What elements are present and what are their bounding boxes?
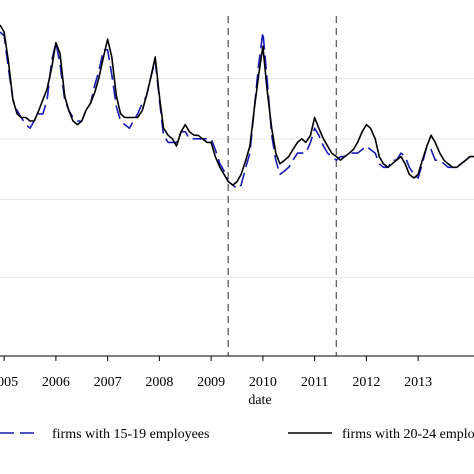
series-line-2 [0,24,474,186]
x-axis-title: date [248,393,271,408]
grid-lines [0,77,474,279]
series-lines [0,24,474,190]
event-lines [227,16,338,356]
legend-label-series-2: firms with 20-24 employees [342,427,474,442]
series-line-1 [0,31,474,190]
x-tick-label: 2009 [197,375,225,390]
x-tick-label: 2006 [42,375,70,390]
x-tick-label: 2013 [404,375,432,390]
x-axis-ticks: 2005 2006 2007 2008 2009 2010 2011 2012 2013 [0,356,432,390]
x-tick-label: 2005 [0,375,18,390]
x-tick-label: 2008 [145,375,173,390]
legend: firms with 15-19 employees firms with 20… [0,427,474,442]
x-tick-label: 2010 [249,375,277,390]
legend-label-series-1: firms with 15-19 employees [52,427,209,442]
x-tick-label: 2007 [94,375,122,390]
x-tick-label: 2012 [352,375,380,390]
x-tick-label: 2011 [301,375,328,390]
